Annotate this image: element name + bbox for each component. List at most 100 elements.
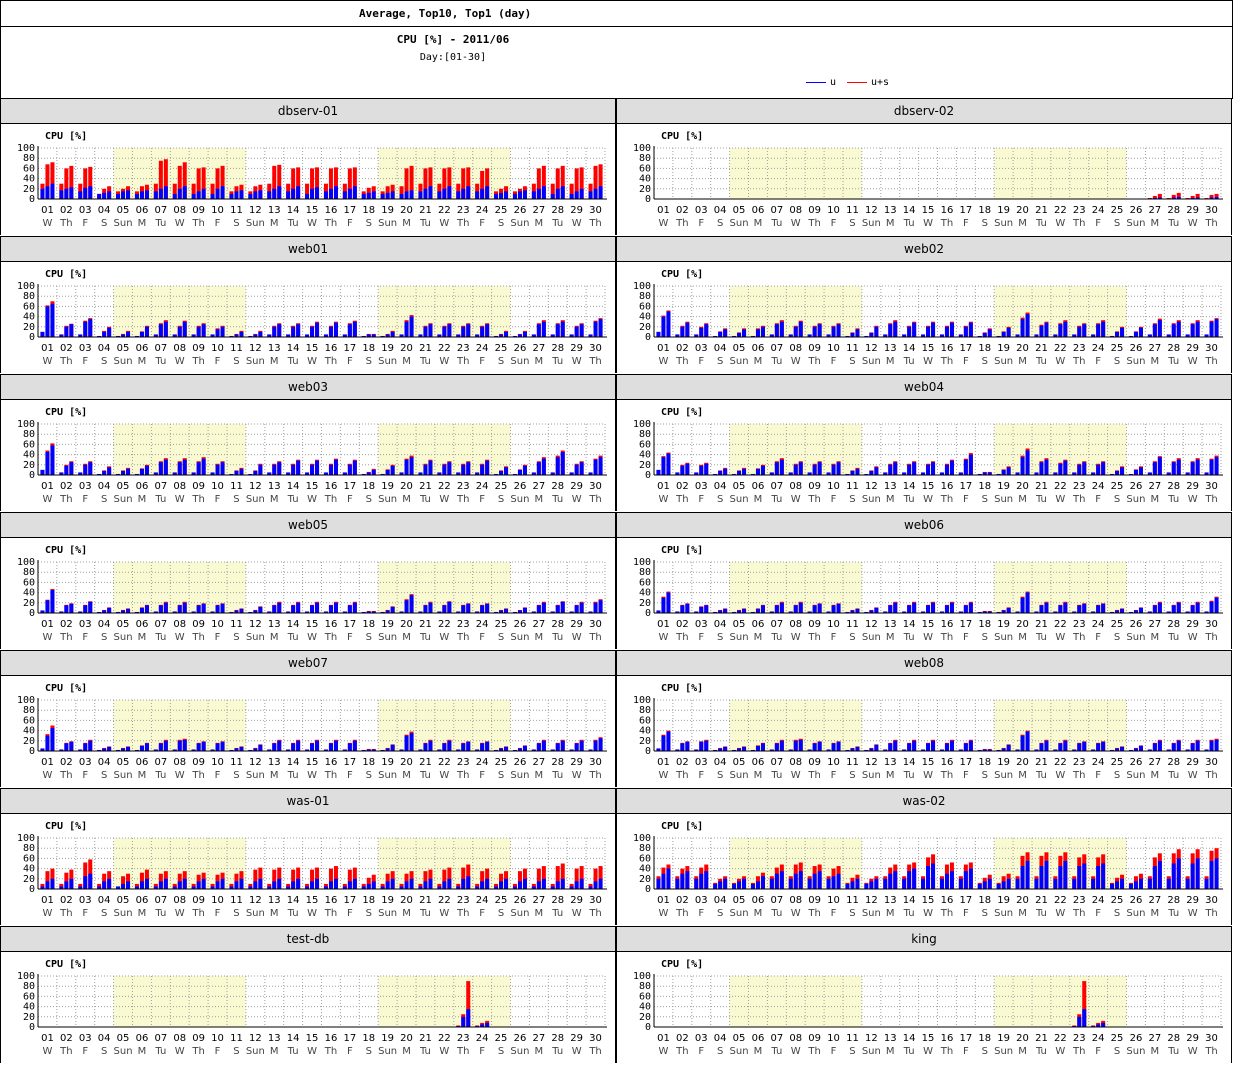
x-tick-day: 14 xyxy=(903,895,916,906)
bar-u xyxy=(968,868,973,889)
bar-u xyxy=(569,749,574,751)
x-tick-weekday: Th xyxy=(1204,632,1217,643)
x-tick-weekday: M xyxy=(138,218,147,229)
bar-u xyxy=(555,188,560,199)
x-tick-day: 20 xyxy=(1016,343,1029,354)
x-tick-weekday: S xyxy=(101,356,107,367)
x-tick-day: 01 xyxy=(657,481,670,492)
bar-u xyxy=(1077,866,1082,889)
bar-u xyxy=(158,881,163,889)
bar-u xyxy=(220,741,225,751)
bar-u xyxy=(1204,878,1209,889)
x-tick-weekday: Sun xyxy=(510,632,529,643)
bar-u xyxy=(723,878,728,889)
bar-u xyxy=(78,611,83,613)
bar-u xyxy=(323,472,328,475)
x-tick-day: 05 xyxy=(733,481,746,492)
bar-u xyxy=(494,886,499,889)
weekend-band xyxy=(994,148,1127,199)
bar-u xyxy=(347,881,352,889)
bar-u xyxy=(134,473,139,475)
bar-u xyxy=(1101,321,1106,337)
bar-u xyxy=(144,878,149,889)
x-tick-day: 19 xyxy=(381,481,394,492)
bar-u xyxy=(888,605,893,613)
x-tick-weekday: S xyxy=(498,770,504,781)
x-tick-day: 27 xyxy=(532,343,545,354)
x-tick-weekday: W xyxy=(307,494,317,505)
bar-u-plus-s xyxy=(442,869,447,889)
x-tick-weekday: S xyxy=(717,494,723,505)
x-tick-weekday: M xyxy=(270,494,279,505)
x-tick-day: 28 xyxy=(551,343,564,354)
x-tick-day: 16 xyxy=(325,481,338,492)
bar-u xyxy=(253,748,258,751)
bar-u xyxy=(760,465,765,475)
bar-u xyxy=(399,334,404,337)
bar-u xyxy=(494,611,499,613)
bar-u xyxy=(1110,611,1115,613)
bar-u xyxy=(328,605,333,613)
x-tick-weekday: F xyxy=(347,770,353,781)
bar-u xyxy=(893,602,898,613)
bar-u xyxy=(144,605,149,613)
x-tick-day: 24 xyxy=(476,895,489,906)
bar-u xyxy=(560,321,565,337)
x-tick-weekday: F xyxy=(215,494,221,505)
y-tick-label: 20 xyxy=(23,460,35,471)
x-tick-weekday: Th xyxy=(59,356,72,367)
y-axis-title: CPU [%] xyxy=(45,959,87,970)
bar-u xyxy=(788,472,793,475)
x-tick-weekday: Th xyxy=(588,770,601,781)
x-tick-weekday: Tu xyxy=(154,770,166,781)
bar-u xyxy=(987,749,992,751)
bar-u xyxy=(83,187,88,199)
bar-u xyxy=(40,886,45,889)
x-tick-day: 06 xyxy=(136,205,149,216)
bar-u xyxy=(229,886,234,889)
x-tick-day: 06 xyxy=(752,619,765,630)
bar-u xyxy=(826,878,831,889)
x-tick-weekday: Tu xyxy=(551,1046,563,1057)
bar-u xyxy=(88,873,93,889)
bar-u xyxy=(661,735,666,751)
x-tick-day: 19 xyxy=(381,1033,394,1044)
bar-u xyxy=(1015,749,1020,751)
x-tick-weekday: S xyxy=(717,218,723,229)
bar-u xyxy=(694,472,699,475)
x-tick-day: 05 xyxy=(733,205,746,216)
y-tick-label: 60 xyxy=(23,163,35,174)
bar-u xyxy=(713,883,718,889)
bar-u xyxy=(116,749,121,751)
x-tick-weekday: F xyxy=(215,770,221,781)
bar-u xyxy=(315,460,320,475)
y-axis-title: CPU [%] xyxy=(661,683,703,694)
x-tick-day: 09 xyxy=(808,205,821,216)
bar-u xyxy=(253,470,258,475)
y-tick-label: 100 xyxy=(17,281,35,292)
bar-u xyxy=(760,326,765,337)
bar-u xyxy=(485,741,490,751)
x-tick-weekday: S xyxy=(498,356,504,367)
bar-u xyxy=(59,611,64,613)
bar-u xyxy=(769,472,774,475)
bar-u xyxy=(475,749,480,751)
x-tick-weekday: S xyxy=(849,632,855,643)
bar-u xyxy=(50,303,55,337)
x-tick-day: 16 xyxy=(941,895,954,906)
x-tick-day: 01 xyxy=(657,895,670,906)
bar-u xyxy=(704,871,709,889)
y-tick-label: 80 xyxy=(23,567,35,578)
bar-u xyxy=(963,605,968,613)
x-tick-day: 27 xyxy=(1148,481,1161,492)
x-tick-day: 14 xyxy=(903,205,916,216)
legend-label-u: u xyxy=(830,77,837,88)
x-tick-weekday: W xyxy=(791,908,801,919)
y-tick-label: 100 xyxy=(17,833,35,844)
bar-u xyxy=(485,186,490,199)
bar-u xyxy=(177,881,182,889)
y-tick-label: 80 xyxy=(639,843,651,854)
x-tick-weekday: Tu xyxy=(770,770,782,781)
x-tick-day: 20 xyxy=(1016,757,1029,768)
x-tick-day: 24 xyxy=(476,757,489,768)
